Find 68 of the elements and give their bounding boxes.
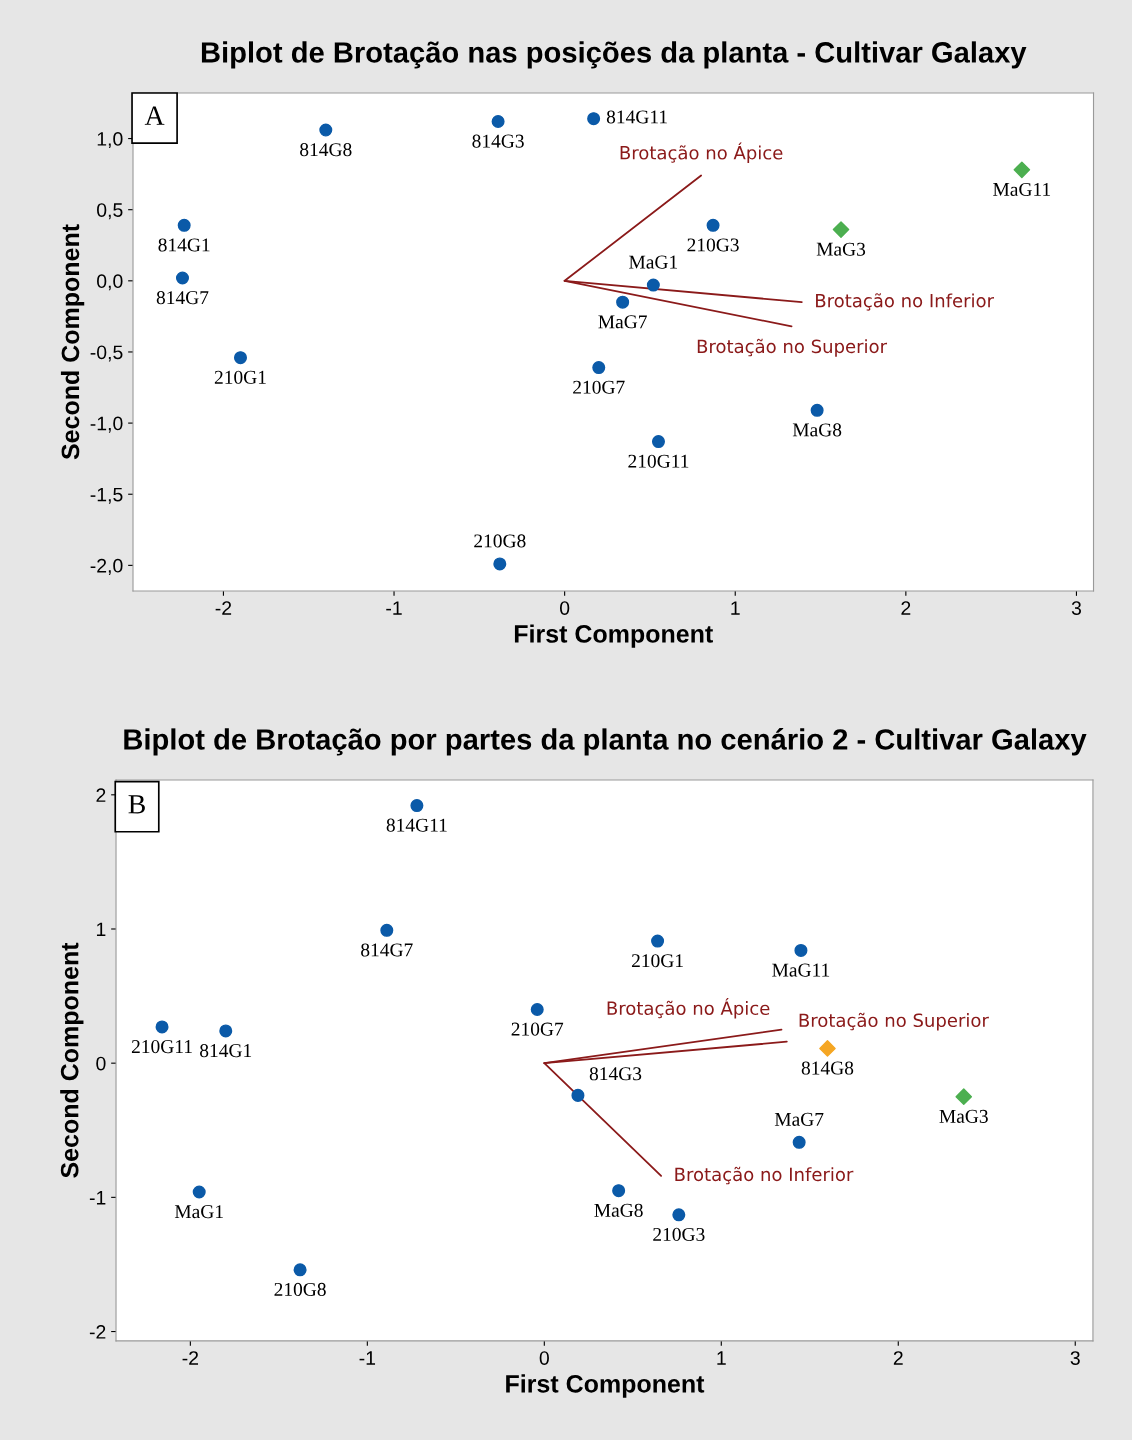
x-axis-title: First Component	[506, 1374, 705, 1398]
data-label: 210G11	[131, 1040, 192, 1054]
y-tick-label: 1,0	[97, 132, 123, 149]
chart-title: Biplot de Brotação por partes da planta no cenário 2 - Cultivar Galaxy	[124, 728, 1087, 756]
y-tick-label: 1	[96, 922, 106, 937]
annotation: B	[128, 795, 145, 814]
x-tick-label: 3	[1071, 601, 1081, 615]
data-label: 210G11	[628, 454, 689, 468]
data-label: MaG1	[629, 255, 678, 269]
x-tick-label: 2	[901, 601, 911, 615]
data-label: 814G11	[386, 818, 447, 832]
data-label: 210G7	[573, 380, 625, 394]
series-label: Brotação no Superior	[697, 338, 888, 357]
x-axis-title: First Component	[514, 624, 713, 648]
data-label: 814G3	[589, 1067, 642, 1081]
series-label: Brotação no Superior	[799, 1012, 989, 1031]
data-label: 210G8	[474, 534, 526, 548]
series-label: Brotação no Inferior	[675, 1166, 854, 1185]
data-label: 210G1	[214, 370, 266, 384]
x-tick-label: 1	[717, 1351, 726, 1365]
x-tick-label: 0	[539, 1351, 549, 1365]
x-tick-label: 3	[1070, 1351, 1080, 1365]
data-label: MaG8	[594, 1203, 643, 1217]
y-axis-title: Second Component	[60, 942, 84, 1178]
x-tick-label: -1	[359, 1351, 376, 1365]
x-tick-label: -2	[182, 1351, 199, 1365]
data-label: MaG8	[792, 423, 842, 437]
y-tick-label: 0,5	[97, 203, 123, 220]
data-label: MaG7	[774, 1112, 824, 1126]
data-label: 210G7	[511, 1022, 564, 1036]
x-tick-label: -1	[386, 601, 402, 615]
y-tick-label: -1,5	[90, 487, 123, 504]
data-label: 210G3	[653, 1227, 705, 1241]
x-tick-label: -2	[215, 601, 232, 615]
y-tick-label: 0,0	[97, 274, 123, 291]
y-tick-label: -2	[89, 1325, 106, 1339]
y-tick-label: -0,5	[90, 345, 123, 362]
y-tick-label: 0	[96, 1056, 106, 1071]
data-label: MaG7	[598, 315, 647, 329]
data-label: 210G8	[274, 1282, 326, 1296]
series-label: Brotação no Inferior	[816, 293, 995, 311]
y-tick-label: -1,0	[90, 416, 123, 433]
data-label: 814G1	[200, 1044, 252, 1058]
annotation: A	[144, 106, 165, 125]
data-label: 814G8	[801, 1061, 854, 1075]
x-tick-label: 2	[893, 1351, 903, 1365]
data-label: 814G3	[472, 134, 524, 148]
x-tick-label: 1	[731, 601, 740, 615]
data-label: 210G3	[687, 238, 739, 252]
data-label: MaG1	[174, 1205, 223, 1219]
data-label: 210G1	[631, 954, 683, 968]
data-label: MaG3	[939, 1109, 988, 1123]
y-tick-label: 2	[96, 788, 106, 802]
data-label: MaG11	[772, 963, 830, 977]
data-label: 814G8	[300, 143, 352, 157]
series-label: Brotação no Ápice	[620, 142, 783, 164]
data-label: 814G11	[606, 110, 667, 124]
data-label: MaG3	[816, 242, 866, 256]
data-label: 814G7	[156, 291, 209, 305]
y-tick-label: -2,0	[90, 558, 123, 575]
y-axis-title: Second Component	[60, 224, 85, 460]
data-label: 814G7	[361, 943, 413, 957]
series-label: Brotação no Ápice	[607, 998, 770, 1019]
data-label: MaG11	[993, 182, 1051, 197]
data-label: 814G1	[158, 238, 210, 252]
chart-title: Biplot de Brotação nas posições da planta - Cultivar Galaxy	[201, 41, 1027, 69]
x-tick-label: 0	[559, 601, 570, 615]
y-tick-label: -1	[89, 1191, 106, 1205]
